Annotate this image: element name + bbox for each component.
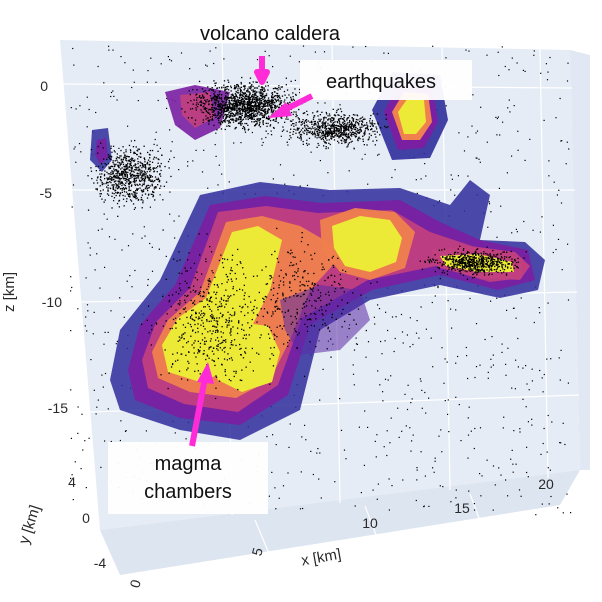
floor-pane	[100, 470, 580, 575]
x-tick-2: 10	[362, 515, 378, 531]
z-tick-0: 0	[40, 78, 48, 94]
earthquakes-label-box	[300, 60, 472, 100]
x-tick-0: 0	[126, 578, 144, 590]
y-tick-2: -4	[94, 555, 107, 571]
magma-chambers-main	[110, 180, 545, 440]
magma-arrow-shaft	[189, 377, 208, 447]
earthquake-clusters	[87, 76, 527, 400]
y-axis: 4 0 -4 y [km]	[15, 474, 106, 571]
magma-label-line1: magma	[155, 453, 223, 475]
y-axis-title: y [km]	[15, 503, 44, 546]
annotation-magma-chambers: magma chambers	[108, 362, 268, 514]
z-axis-title: z [km]	[1, 272, 18, 312]
magma-chamber-small-left	[90, 128, 112, 172]
y-tick-1: 0	[82, 510, 90, 526]
earthquakes-label: earthquakes	[326, 71, 436, 93]
z-tick-3: -15	[48, 400, 68, 416]
x-tick-4: 20	[538, 476, 554, 492]
side-pane	[570, 50, 590, 470]
earthquakes-arrow-head	[268, 102, 292, 118]
annotation-volcano-caldera: volcano caldera	[200, 23, 341, 85]
magma-arrow-head	[197, 362, 214, 384]
z-axis: 0 -5 -10 -15 z [km]	[1, 78, 68, 416]
y-tick-0: 4	[68, 474, 76, 490]
x-axis-title: x [km]	[300, 546, 342, 570]
annotation-earthquakes: earthquakes	[268, 60, 472, 118]
z-tick-1: -5	[40, 185, 53, 201]
x-tick-3: 15	[454, 500, 470, 516]
z-tick-2: -10	[42, 294, 62, 310]
magma-label-box	[108, 442, 268, 514]
magma-label-line2: chambers	[144, 481, 232, 503]
caldera-arrow	[254, 56, 270, 85]
x-tick-1: 5	[248, 546, 266, 558]
x-axis: 0 5 10 15 20 x [km]	[126, 476, 554, 590]
earthquakes-arrow-shaft	[282, 93, 314, 113]
volcano-caldera-label: volcano caldera	[200, 23, 341, 45]
